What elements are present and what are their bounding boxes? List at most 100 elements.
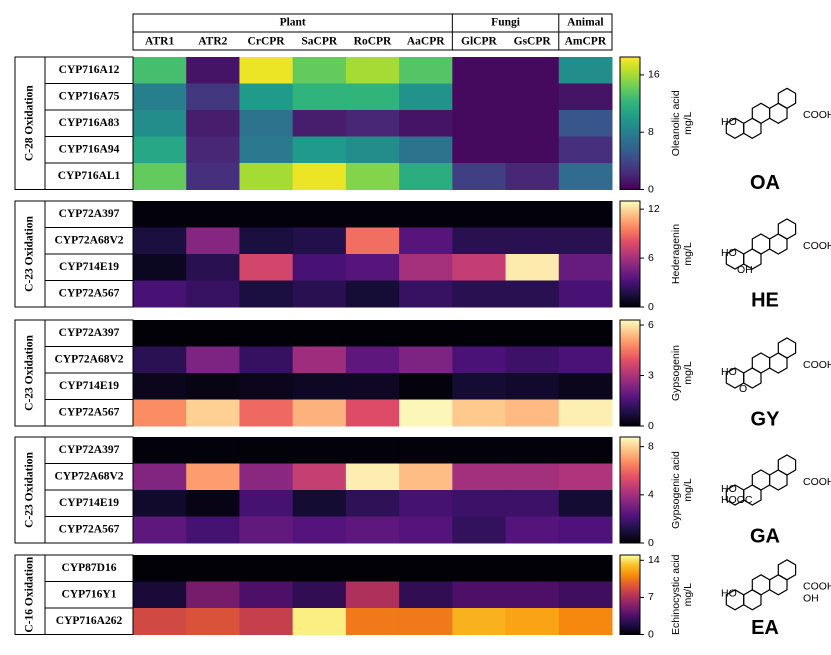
- heatmap-cell: [505, 83, 560, 111]
- heatmap-cell: [186, 136, 240, 164]
- structure-ring: [777, 559, 797, 581]
- column-label: SaCPR: [301, 36, 337, 48]
- heatmap-cell: [558, 201, 613, 228]
- heatmap-cell: [452, 320, 507, 347]
- heatmap-cell: [239, 254, 294, 281]
- column-group-label: Fungi: [491, 17, 521, 29]
- compound-name: GA: [750, 525, 780, 547]
- colorbar-tick-label: 0: [648, 628, 654, 640]
- heatmap-cell: [558, 320, 613, 347]
- structure-label: COOH: [803, 359, 831, 371]
- heatmap-cell: [399, 163, 453, 190]
- heatmap-cell: [345, 463, 400, 491]
- heatmap-cell: [452, 373, 507, 400]
- row-label: CYP716Y1: [62, 588, 117, 600]
- structure-ring: [751, 102, 771, 124]
- structure-label: HO: [721, 247, 737, 259]
- heatmap-cell: [239, 463, 294, 491]
- heatmap-cell: [186, 437, 240, 464]
- column-label: AmCPR: [565, 36, 607, 48]
- row-label: CYP716A12: [59, 64, 120, 76]
- structure-ring: [777, 454, 797, 476]
- group-label: C-23 Oxidation: [24, 216, 36, 292]
- heatmap-cell: [133, 346, 187, 374]
- column-label: GlCPR: [461, 36, 497, 48]
- row-label: CYP716AL1: [58, 170, 121, 182]
- column-label: GsCPR: [514, 36, 552, 48]
- heatmap-cell: [345, 163, 400, 190]
- colorbar-tick-label: 12: [648, 203, 660, 215]
- row-label: CYP72A68V2: [55, 234, 124, 246]
- structure-ring: [777, 87, 797, 109]
- heatmap-cell: [239, 280, 294, 308]
- heatmap-cell: [558, 555, 613, 582]
- colorbar-label: mg/L: [682, 111, 694, 135]
- heatmap-cell: [452, 555, 507, 582]
- heatmap-cell: [345, 83, 400, 111]
- heatmap-cell: [239, 399, 294, 427]
- group-label: C-28 Oxidation: [24, 85, 36, 161]
- heatmap-cell: [239, 83, 294, 111]
- colorbar-tick-label: 14: [648, 554, 660, 566]
- heatmap-cell: [399, 437, 453, 464]
- row-label: CYP714E19: [59, 380, 119, 392]
- heatmap-cell: [399, 280, 453, 308]
- colorbar-label: Gypsogenin: [670, 345, 682, 401]
- heatmap-cell: [558, 490, 613, 517]
- colorbar-tick-label: 6: [648, 252, 654, 264]
- colorbar: [619, 319, 641, 427]
- heatmap-cell: [558, 227, 613, 255]
- heatmap-cell: [452, 463, 507, 491]
- heatmap-cell: [186, 516, 240, 544]
- heatmap-cell: [558, 516, 613, 544]
- heatmap-cell: [292, 110, 347, 137]
- row-label: CYP72A567: [59, 523, 120, 535]
- heatmap-cell: [452, 346, 507, 374]
- heatmap-cell: [186, 399, 240, 427]
- heatmap-cell: [452, 516, 507, 544]
- heatmap-cell: [239, 516, 294, 544]
- heatmap-cell: [292, 254, 347, 281]
- structure-label: OH: [737, 264, 753, 276]
- group-label: C-23 Oxidation: [24, 452, 36, 528]
- heatmap-cell: [186, 463, 240, 491]
- row-label: CYP716A94: [59, 143, 120, 155]
- heatmap-cell: [505, 581, 560, 609]
- heatmap-cell: [239, 346, 294, 374]
- heatmap-cell: [133, 581, 187, 609]
- row-label-box: [44, 607, 134, 635]
- row-label: CYP72A397: [59, 327, 120, 339]
- heatmap-cell: [186, 254, 240, 281]
- heatmap-cell: [186, 346, 240, 374]
- heatmap-cell: [399, 227, 453, 255]
- column-label: AaCPR: [407, 36, 445, 48]
- structure-ring: [751, 574, 771, 596]
- heatmap-cell: [186, 163, 240, 190]
- heatmap-cell: [558, 463, 613, 491]
- heatmap-cell: [292, 581, 347, 609]
- row-label-box: [44, 516, 134, 544]
- heatmap-cell: [452, 399, 507, 427]
- heatmap-cell: [452, 254, 507, 281]
- heatmap-cell: [292, 57, 347, 84]
- heatmap-cell: [345, 490, 400, 517]
- heatmap-cell: [345, 437, 400, 464]
- colorbar-tick-label: 4: [648, 489, 654, 501]
- colorbar: [619, 554, 641, 635]
- colorbar-label: Gypsogenic acid: [670, 451, 682, 529]
- heatmap-cell: [452, 437, 507, 464]
- colorbar: [619, 56, 641, 190]
- heatmap-cell: [399, 555, 453, 582]
- heatmap-cell: [133, 373, 187, 400]
- heatmap-cell: [558, 136, 613, 164]
- heatmap-cell: [239, 608, 294, 635]
- heatmap-cell: [345, 280, 400, 308]
- heatmap-cell: [505, 163, 560, 190]
- compound-name: HE: [751, 289, 779, 311]
- heatmap-cell: [452, 490, 507, 517]
- heatmap-cell: [239, 136, 294, 164]
- heatmap-cell: [345, 254, 400, 281]
- heatmap-cell: [186, 83, 240, 111]
- column-label: ATR1: [145, 36, 174, 48]
- heatmap-cell: [239, 163, 294, 190]
